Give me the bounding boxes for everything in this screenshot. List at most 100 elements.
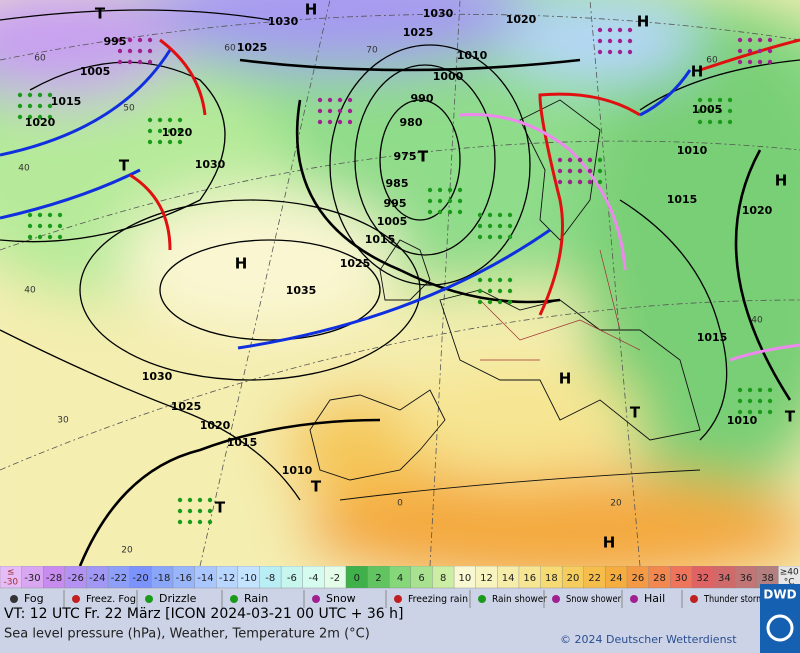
weather-symbol bbox=[177, 508, 183, 514]
weather-symbol bbox=[597, 179, 603, 185]
scale-label: 28 bbox=[653, 573, 666, 584]
weather-symbol bbox=[557, 157, 563, 163]
weather-symbol bbox=[617, 38, 623, 44]
weather-symbol bbox=[27, 92, 33, 98]
legend-label: Freezing rain bbox=[408, 594, 468, 605]
weather-symbol bbox=[137, 48, 143, 54]
cold-front bbox=[639, 69, 692, 117]
legend-icon bbox=[394, 595, 402, 603]
pressure-label: 1035 bbox=[286, 284, 317, 297]
weather-symbol bbox=[497, 299, 503, 305]
weather-symbol bbox=[737, 387, 743, 393]
weather-symbol bbox=[37, 212, 43, 218]
scale-label: -26 bbox=[68, 573, 84, 584]
map-labels: 1030 1030 1020 995 1025 1025 1010 1005 1000 990 10… bbox=[18, 1, 796, 556]
legend-icon bbox=[690, 595, 698, 603]
weather-symbol bbox=[557, 179, 563, 185]
weather-symbol bbox=[497, 234, 503, 240]
pressure-label: 1020 bbox=[162, 126, 193, 139]
pressure-center: T bbox=[119, 157, 130, 175]
weather-symbol bbox=[577, 168, 583, 174]
weather-symbol bbox=[507, 234, 513, 240]
scale-label: -14 bbox=[197, 573, 213, 584]
weather-symbol bbox=[477, 277, 483, 283]
isotherm-label: 20 bbox=[610, 499, 622, 509]
weather-symbols bbox=[17, 27, 773, 525]
weather-symbol bbox=[177, 497, 183, 503]
cold-front bbox=[237, 228, 551, 350]
pressure-label: 1010 bbox=[282, 464, 313, 477]
weather-symbol bbox=[727, 108, 733, 114]
weather-symbol bbox=[427, 187, 433, 193]
color-scale: ≤-30 -30 -28 -26 -24 -22 -20 -18 -16 -14 -12 -10 -8-… bbox=[0, 566, 800, 589]
weather-symbol bbox=[487, 234, 493, 240]
weather-symbol bbox=[627, 49, 633, 55]
weather-symbol bbox=[497, 223, 503, 229]
weather-symbol bbox=[147, 37, 153, 43]
weather-symbol bbox=[487, 299, 493, 305]
weather-symbol bbox=[507, 288, 513, 294]
weather-symbol bbox=[187, 519, 193, 525]
pressure-center: H bbox=[637, 13, 650, 31]
scale-label: 18 bbox=[545, 573, 558, 584]
weather-symbol bbox=[57, 212, 63, 218]
weather-symbol bbox=[147, 117, 153, 123]
warm-front bbox=[699, 38, 800, 72]
isotherm-label: 60 bbox=[706, 56, 718, 66]
scale-label: 26 bbox=[631, 573, 644, 584]
isotherm-label: 30 bbox=[57, 416, 69, 426]
scale-label: 16 bbox=[523, 573, 536, 584]
isobars bbox=[0, 9, 800, 566]
weather-symbol bbox=[157, 117, 163, 123]
weather-symbol bbox=[57, 234, 63, 240]
legend-label: Rain bbox=[244, 592, 268, 605]
weather-symbol bbox=[597, 49, 603, 55]
weather-symbol bbox=[747, 398, 753, 404]
weather-symbol bbox=[487, 212, 493, 218]
weather-symbol bbox=[447, 187, 453, 193]
legend-label: Snow bbox=[326, 592, 356, 605]
pressure-label: 1020 bbox=[742, 204, 773, 217]
legend-label: Fog bbox=[24, 592, 44, 605]
pressure-label: 1010 bbox=[457, 49, 488, 62]
weather-symbol bbox=[717, 97, 723, 103]
pressure-center: H bbox=[691, 63, 704, 81]
weather-symbol bbox=[697, 119, 703, 125]
weather-symbol bbox=[477, 288, 483, 294]
weather-symbol bbox=[167, 128, 173, 134]
weather-symbol bbox=[37, 114, 43, 120]
weather-symbol bbox=[27, 234, 33, 240]
pressure-label: 1015 bbox=[51, 95, 82, 108]
weather-symbol bbox=[507, 212, 513, 218]
weather-symbol bbox=[427, 209, 433, 215]
isotherm-label: 40 bbox=[18, 164, 30, 174]
legend-label: Snow shower bbox=[566, 594, 622, 605]
cold-front bbox=[0, 168, 141, 220]
pressure-label: 1005 bbox=[80, 65, 111, 78]
pressure-label: 1010 bbox=[727, 414, 758, 427]
legend-label: Drizzle bbox=[159, 592, 197, 605]
scale-label: 0 bbox=[354, 573, 360, 584]
pressure-label: 1000 bbox=[433, 70, 464, 83]
legend-icon bbox=[145, 595, 153, 603]
weather-symbol bbox=[567, 168, 573, 174]
weather-symbol bbox=[337, 119, 343, 125]
isotherm-label: 40 bbox=[24, 286, 36, 296]
occluded-front bbox=[729, 343, 800, 362]
weather-symbol bbox=[617, 27, 623, 33]
legend-icon bbox=[552, 595, 560, 603]
weather-symbol bbox=[747, 59, 753, 65]
weather-symbol bbox=[337, 108, 343, 114]
scale-label-low: -30 bbox=[3, 578, 18, 588]
weather-symbol bbox=[437, 198, 443, 204]
pressure-label: 980 bbox=[400, 116, 423, 129]
weather-symbol bbox=[497, 212, 503, 218]
weather-symbol bbox=[477, 212, 483, 218]
weather-symbol bbox=[767, 387, 773, 393]
pressure-label: 995 bbox=[384, 197, 407, 210]
scale-label: 14 bbox=[502, 573, 515, 584]
weather-symbol bbox=[587, 168, 593, 174]
weather-symbol bbox=[737, 398, 743, 404]
weather-symbol bbox=[317, 108, 323, 114]
